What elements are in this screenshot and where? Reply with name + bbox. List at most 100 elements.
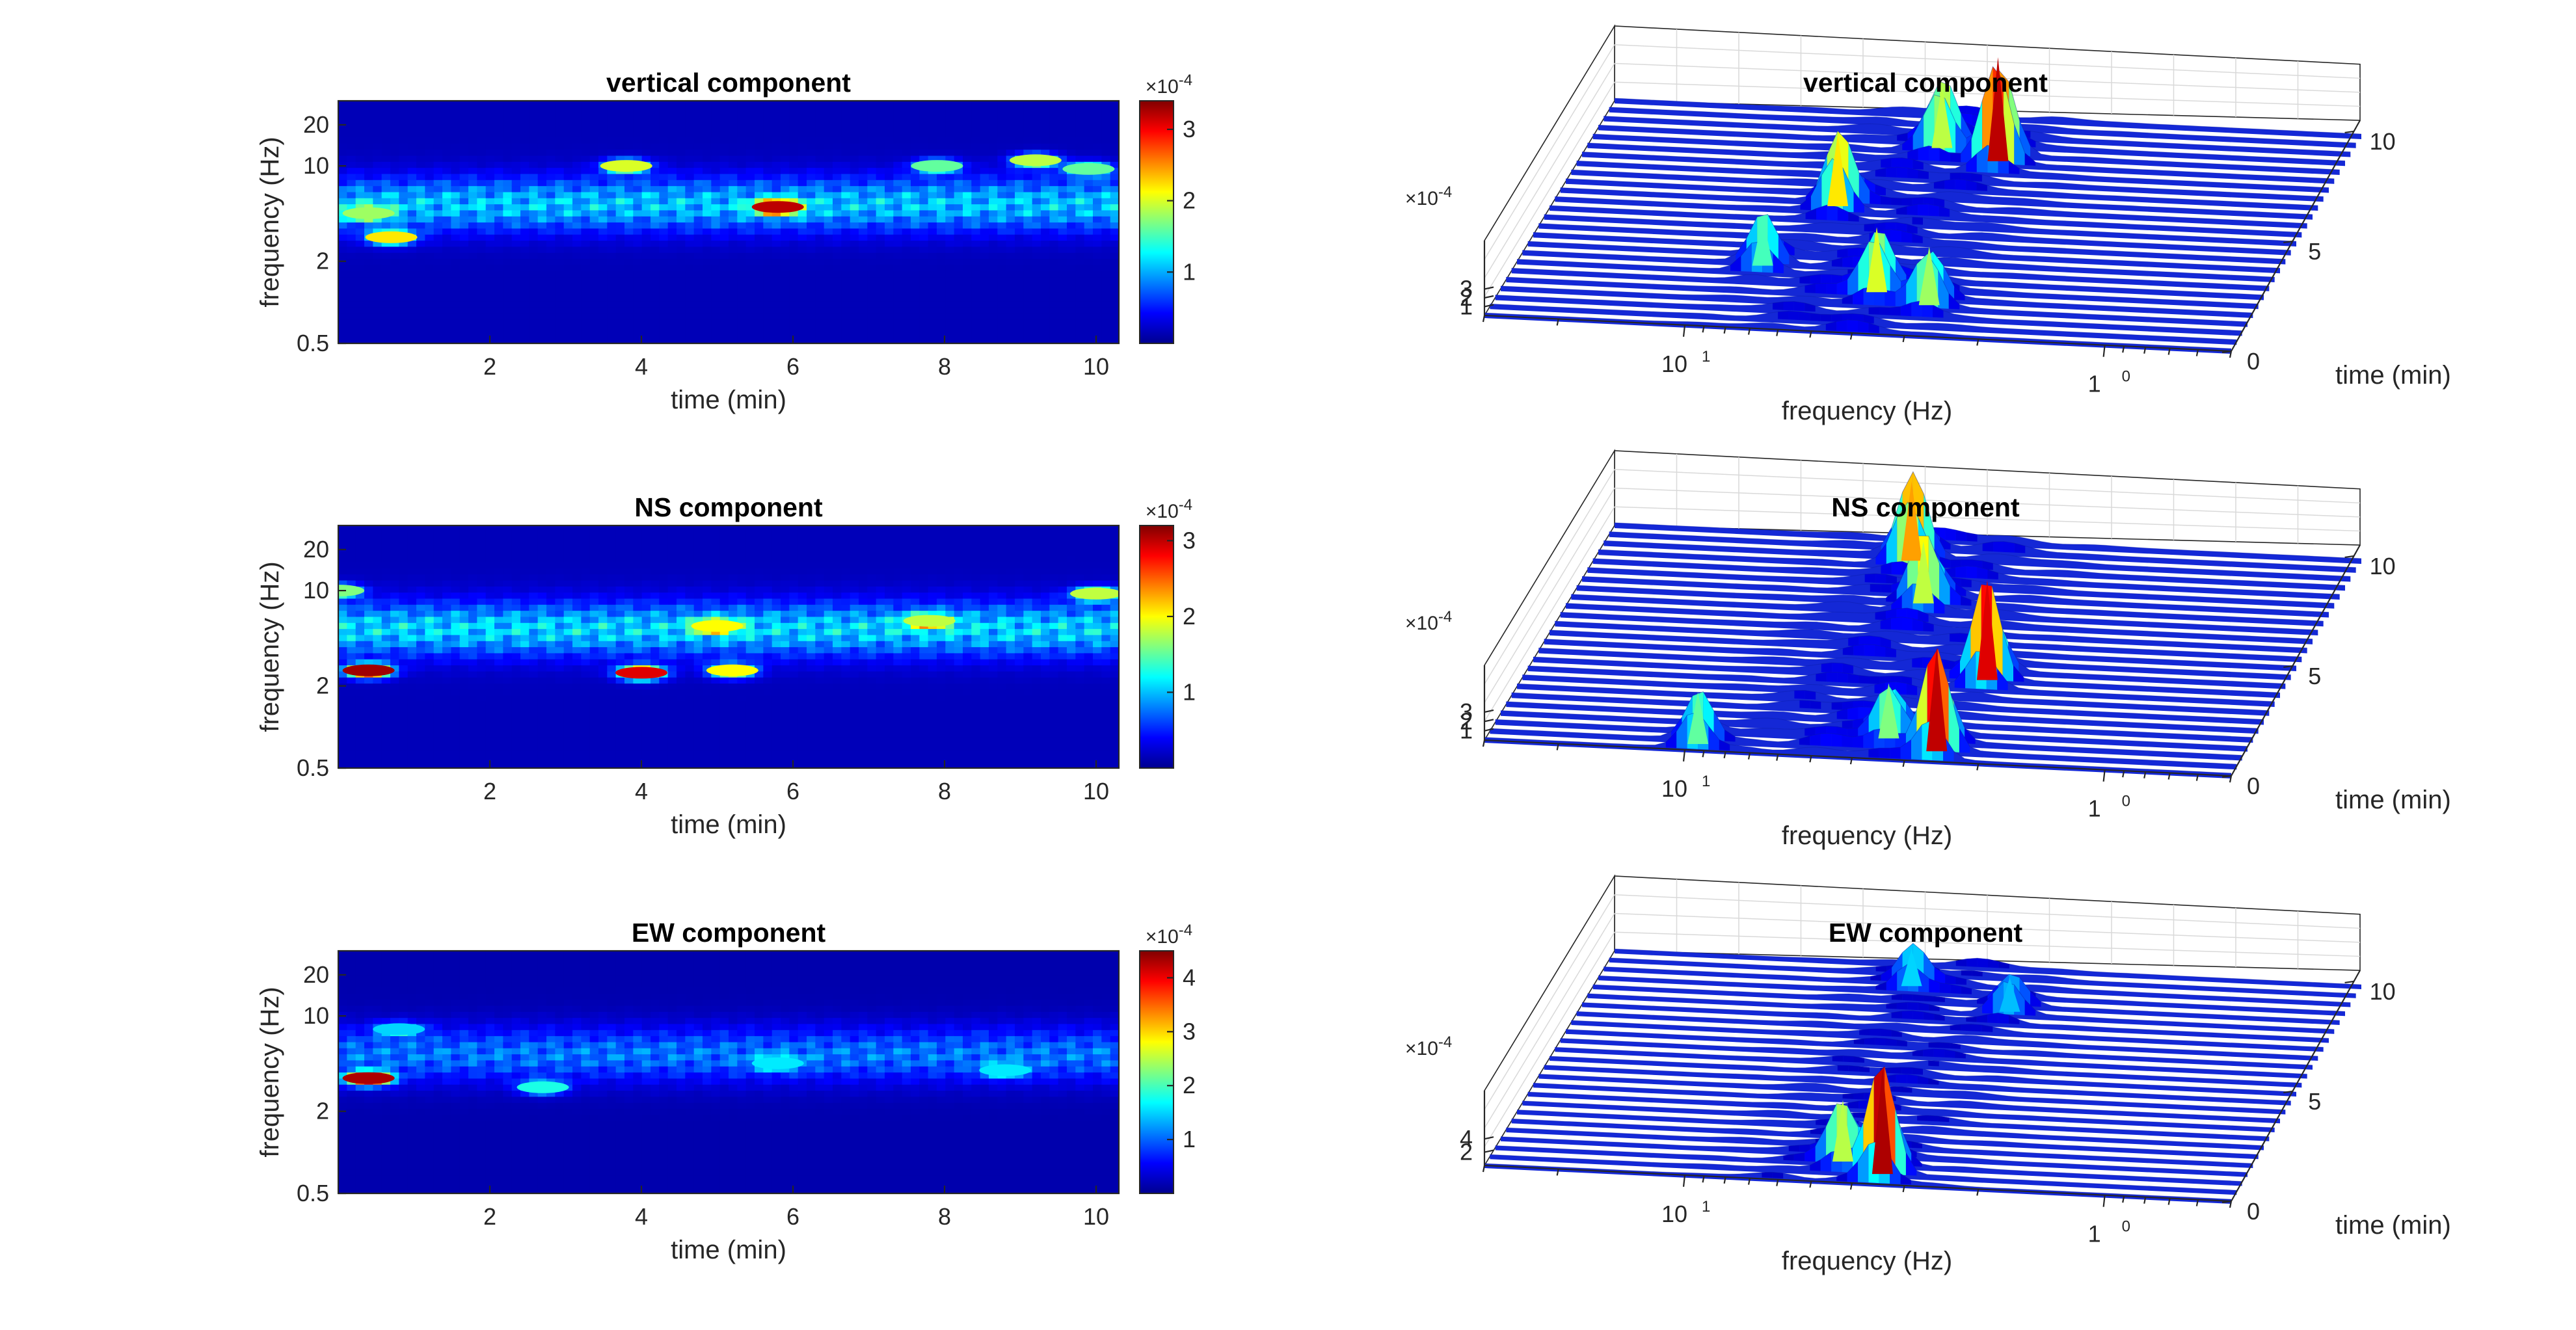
spectrogram-cell xyxy=(425,555,435,563)
spectrogram-cell xyxy=(807,319,816,326)
spectrogram-cell xyxy=(581,665,591,672)
spectrogram-cell xyxy=(416,198,425,205)
spectrogram-cell xyxy=(338,222,347,229)
spectrogram-cell xyxy=(1110,228,1119,235)
spectrogram-cell xyxy=(355,725,365,732)
spectrogram-cell xyxy=(911,143,920,150)
spectrogram-cell xyxy=(945,300,955,308)
spectrogram-cell xyxy=(407,732,417,738)
spectrogram-cell xyxy=(867,167,877,174)
spectrogram-cell xyxy=(867,325,877,332)
spectrogram-cell xyxy=(876,234,885,241)
spectrogram-cell xyxy=(624,743,634,751)
spectrogram-cell xyxy=(468,646,477,654)
spectrogram-cell xyxy=(789,325,799,332)
spectrogram-cell xyxy=(954,131,963,138)
spectrogram-cell xyxy=(954,125,963,132)
spectrogram-cell xyxy=(364,568,373,575)
spectrogram-cell xyxy=(711,191,721,198)
spectrogram-cell xyxy=(433,671,443,678)
spectrogram-cell xyxy=(381,252,391,259)
spectrogram-cell xyxy=(624,331,634,338)
spectrogram-cell xyxy=(928,240,937,247)
spectrogram-cell xyxy=(1023,209,1033,217)
spectrogram-cell xyxy=(485,258,495,265)
spectrogram-cell xyxy=(1093,216,1102,223)
spectrogram-cell xyxy=(954,337,963,343)
spectrogram-cell xyxy=(364,222,373,229)
spectrogram-cell xyxy=(1084,295,1093,302)
spectrogram-cell xyxy=(459,137,469,144)
spectrogram-cell xyxy=(425,149,435,156)
spectrogram-cell xyxy=(572,610,582,617)
spectrogram-cell xyxy=(425,719,435,726)
spectrogram-cell xyxy=(373,531,382,539)
spectrogram-cell xyxy=(451,252,461,259)
spectrogram-cell xyxy=(850,295,859,302)
spectrogram-cell xyxy=(425,659,435,666)
spectrogram-cell xyxy=(555,228,565,235)
spectrogram-cell xyxy=(520,289,530,295)
spectrogram-cell xyxy=(355,161,365,168)
spectrogram-cell xyxy=(494,167,503,174)
spectrogram-cell xyxy=(572,762,582,768)
spectrogram-cell xyxy=(771,118,781,126)
spectrogram-cell xyxy=(355,271,365,278)
spectrogram-cell xyxy=(529,198,539,205)
spectrogram-cell xyxy=(781,300,790,308)
spectrogram-cell xyxy=(381,319,391,326)
spectrogram-cell xyxy=(407,222,417,229)
spectrogram-cell xyxy=(771,337,781,343)
spectrogram-cell xyxy=(651,289,660,295)
spectrogram-cell xyxy=(399,107,409,114)
spectrogram-cell xyxy=(347,677,356,684)
spectrogram-cell xyxy=(963,271,972,278)
spectrogram-cell xyxy=(589,683,599,690)
spectrogram-cell xyxy=(841,149,851,156)
spectrogram-cell xyxy=(511,525,521,532)
spectrogram-cell xyxy=(537,180,547,187)
spectrogram-cell xyxy=(997,325,1007,332)
spectrogram-cell xyxy=(1006,300,1015,308)
spectrogram-cell xyxy=(1110,198,1119,205)
spectrogram-cell xyxy=(1015,282,1024,289)
spectrogram-cell xyxy=(529,289,539,295)
spectrogram-cell xyxy=(451,616,461,623)
spectrogram-cell xyxy=(511,665,521,672)
spectrogram-cell xyxy=(494,325,503,332)
spectrogram-cell xyxy=(667,149,677,156)
spectrogram-cell xyxy=(615,331,625,338)
spectrogram-cell xyxy=(373,677,382,684)
spectrogram-cell xyxy=(876,289,885,295)
spectrogram-cell xyxy=(399,671,409,678)
spectrogram-cell xyxy=(520,616,530,623)
spectrogram-cell xyxy=(902,161,911,168)
spectrogram-cell xyxy=(546,155,556,162)
spectrogram-cell xyxy=(963,107,972,114)
spectrogram-cell xyxy=(563,313,573,320)
spectrogram-cell xyxy=(364,622,373,630)
spectrogram-cell xyxy=(1023,295,1033,302)
spectrogram-cell xyxy=(459,252,469,259)
spectrogram-cell xyxy=(598,258,608,265)
spectrogram-cell xyxy=(1110,313,1119,320)
spectrogram-cell xyxy=(511,113,521,120)
spectrogram-cell xyxy=(989,149,998,156)
spectrogram-cell xyxy=(1067,198,1076,205)
spectrogram-cell xyxy=(997,276,1007,284)
spectrogram-cell xyxy=(537,677,547,684)
spectrogram-cell xyxy=(407,313,417,320)
spectrogram-cell xyxy=(563,683,573,690)
spectrogram-cell xyxy=(503,331,513,338)
spectrogram-cell xyxy=(433,258,443,265)
spectrogram-cell xyxy=(859,180,868,187)
spectrogram-cell xyxy=(693,209,703,217)
spectrogram-cell xyxy=(468,689,477,696)
spectrogram-cell xyxy=(1041,282,1050,289)
spectrogram-cell xyxy=(338,319,347,326)
spectrogram-cell xyxy=(589,719,599,726)
spectrogram-cell xyxy=(615,143,625,150)
spectrogram-cell xyxy=(442,143,451,150)
spectrogram-cell xyxy=(841,118,851,126)
spectrogram-cell xyxy=(815,143,825,150)
